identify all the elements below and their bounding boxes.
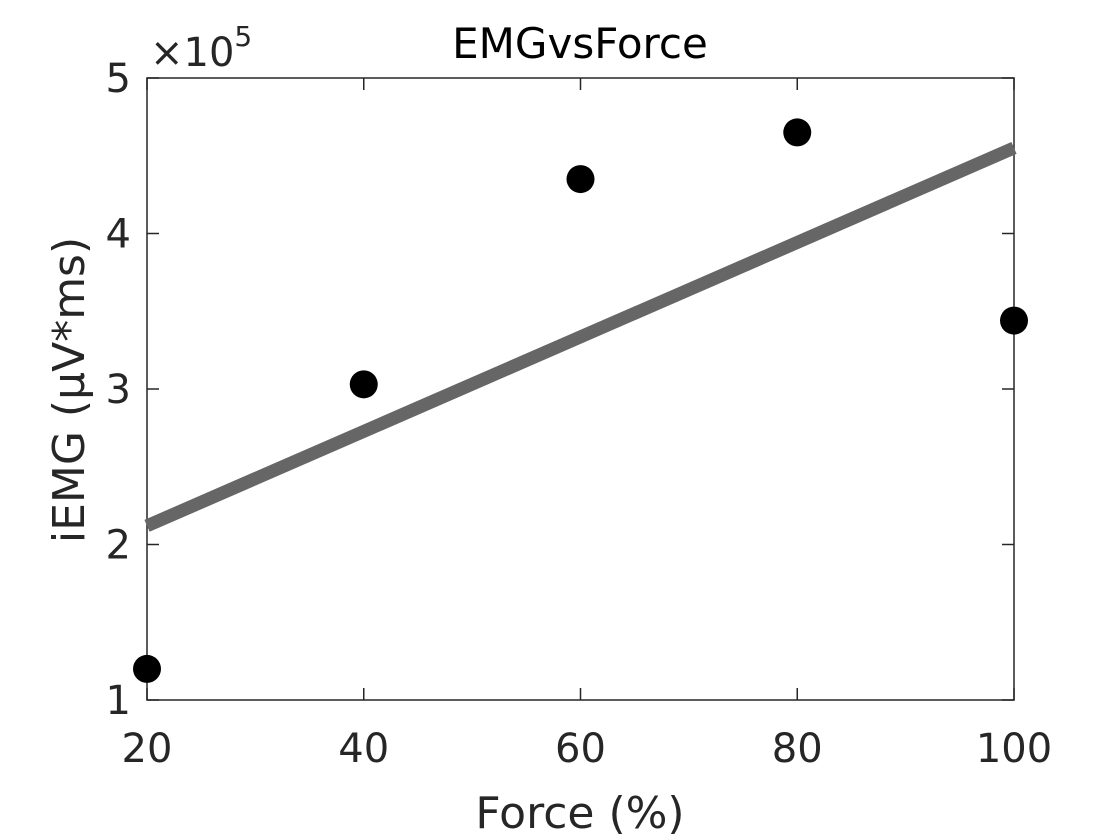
y-tick-label: 2 bbox=[106, 523, 131, 569]
chart-title: EMGvsForce bbox=[452, 19, 708, 68]
x-tick-label: 40 bbox=[338, 726, 389, 772]
y-exponent-base: ×10 bbox=[150, 30, 234, 76]
y-axis-label: iEMG (μV*ms) bbox=[44, 237, 95, 543]
x-tick-label: 100 bbox=[976, 726, 1052, 772]
plot-area: 20 40 60 80 100 1 2 3 4 5 bbox=[106, 56, 1053, 772]
y-tick-label: 5 bbox=[106, 56, 131, 102]
y-exponent-label: ×105 bbox=[150, 20, 252, 76]
x-tick-label: 20 bbox=[122, 726, 173, 772]
data-point bbox=[1000, 306, 1028, 335]
y-tick-label: 4 bbox=[106, 212, 131, 258]
data-point bbox=[566, 165, 595, 194]
fit-line bbox=[144, 142, 1017, 532]
data-point bbox=[783, 118, 812, 147]
x-axis-label: Force (%) bbox=[475, 788, 684, 839]
y-tick-label: 3 bbox=[106, 367, 131, 413]
x-tick-label: 80 bbox=[772, 726, 823, 772]
data-point bbox=[349, 370, 378, 399]
data-point bbox=[133, 654, 161, 683]
y-tick-label: 1 bbox=[106, 678, 131, 724]
x-tick-label: 60 bbox=[555, 726, 606, 772]
y-exponent-power: 5 bbox=[234, 20, 252, 53]
